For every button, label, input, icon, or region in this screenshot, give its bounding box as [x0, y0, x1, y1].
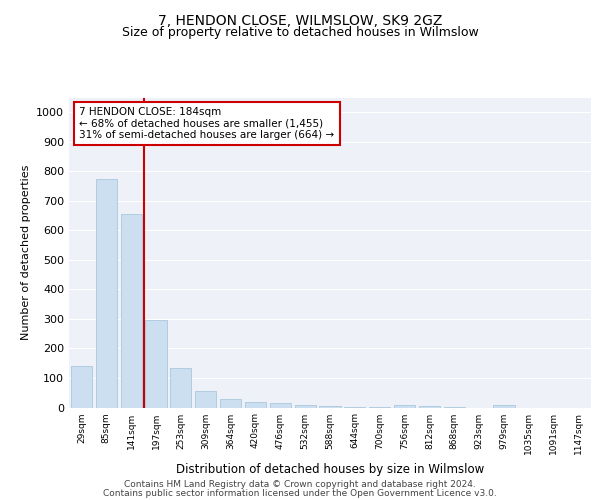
Bar	[170, 368, 191, 408]
Y-axis label: Number of detached properties: Number of detached properties	[20, 165, 31, 340]
Text: 7 HENDON CLOSE: 184sqm
← 68% of detached houses are smaller (1,455)
31% of semi-: 7 HENDON CLOSE: 184sqm ← 68% of detached…	[79, 107, 335, 140]
Bar	[270, 404, 291, 407]
Text: Size of property relative to detached houses in Wilmslow: Size of property relative to detached ho…	[122, 26, 478, 39]
Bar	[220, 399, 241, 407]
Bar	[369, 406, 390, 408]
Bar	[195, 390, 216, 407]
Bar	[71, 366, 92, 408]
Bar	[245, 402, 266, 407]
Bar	[121, 214, 142, 408]
Text: 7, HENDON CLOSE, WILMSLOW, SK9 2GZ: 7, HENDON CLOSE, WILMSLOW, SK9 2GZ	[158, 14, 442, 28]
Text: Contains HM Land Registry data © Crown copyright and database right 2024.: Contains HM Land Registry data © Crown c…	[124, 480, 476, 489]
Bar	[419, 406, 440, 407]
Bar	[344, 406, 365, 408]
Bar	[319, 406, 341, 407]
Bar	[493, 406, 515, 407]
X-axis label: Distribution of detached houses by size in Wilmslow: Distribution of detached houses by size …	[176, 463, 484, 476]
Bar	[295, 406, 316, 407]
Bar	[394, 405, 415, 407]
Bar	[96, 178, 117, 408]
Text: Contains public sector information licensed under the Open Government Licence v3: Contains public sector information licen…	[103, 488, 497, 498]
Bar	[145, 320, 167, 408]
